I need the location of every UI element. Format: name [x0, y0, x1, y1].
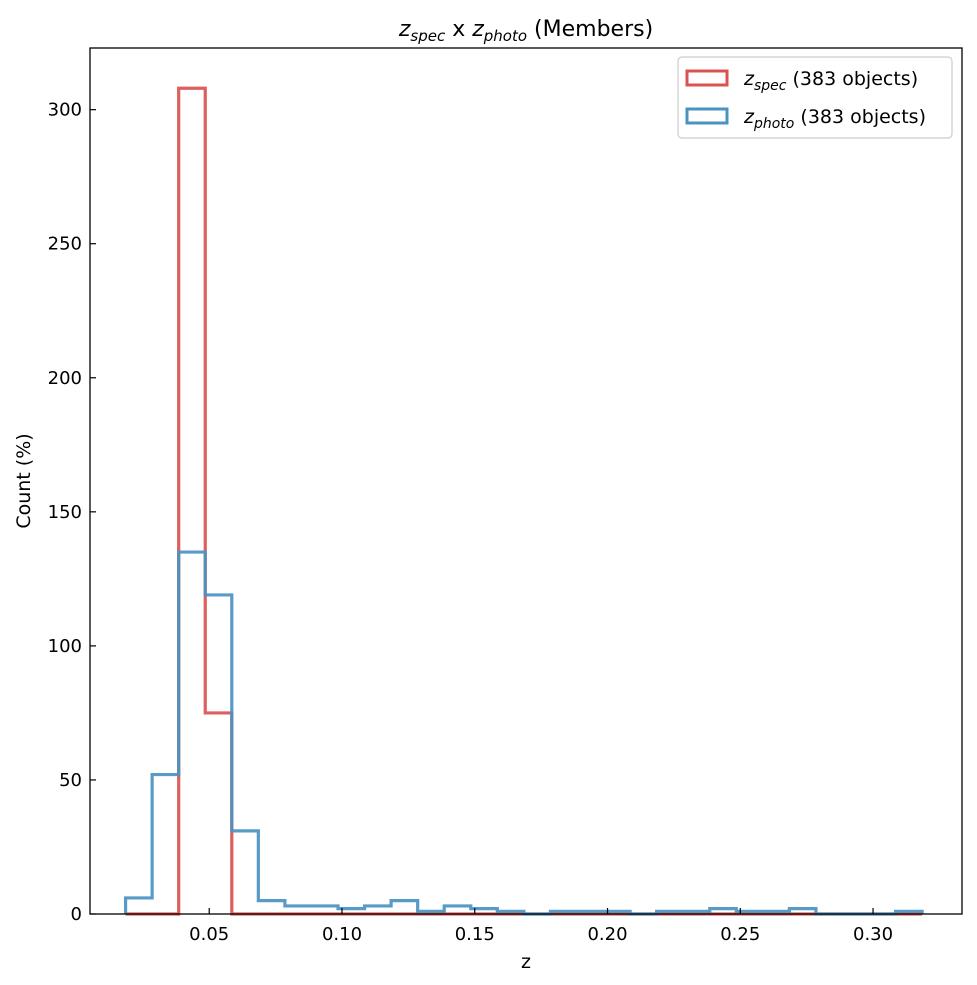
title-part: x — [445, 17, 472, 42]
title-part: photo — [483, 27, 527, 45]
y-tick-label: 50 — [59, 770, 82, 791]
x-axis-label: z — [521, 951, 531, 973]
title-part: (Members) — [527, 17, 653, 42]
y-axis-label: Count (%) — [13, 433, 35, 528]
legend-label-spec: zspec (383 objects) — [743, 68, 918, 94]
y-tick-label: 200 — [48, 368, 82, 389]
y-axis-ticks: 0 50 100 150 200 250 300 — [48, 100, 96, 925]
x-tick-label: 0.20 — [587, 924, 627, 945]
title-part: z — [398, 17, 411, 42]
x-tick-label: 0.05 — [189, 924, 229, 945]
legend-label-photo: zphoto (383 objects) — [743, 106, 926, 132]
series-line-photo — [123, 550, 924, 916]
legend: zspec (383 objects) zphoto (383 objects) — [677, 56, 953, 139]
legend-swatch-spec — [685, 69, 729, 87]
x-tick-label: 0.10 — [322, 924, 362, 945]
x-tick-label: 0.15 — [455, 924, 495, 945]
x-axis-ticks: 0.05 0.10 0.15 0.20 0.25 0.30 — [189, 908, 893, 945]
y-tick-label: 150 — [48, 502, 82, 523]
y-tick-label: 0 — [71, 904, 82, 925]
chart-title: zspec x zphoto (Members) — [398, 17, 653, 45]
legend-swatch-photo — [685, 107, 729, 125]
title-part: spec — [410, 27, 446, 45]
y-tick-label: 250 — [48, 234, 82, 255]
y-tick-label: 100 — [48, 636, 82, 657]
legend-box — [677, 56, 953, 139]
y-tick-label: 300 — [48, 100, 82, 121]
x-tick-label: 0.30 — [853, 924, 893, 945]
title-part: z — [471, 17, 484, 42]
x-tick-label: 0.25 — [720, 924, 760, 945]
plot-frame — [89, 47, 963, 915]
